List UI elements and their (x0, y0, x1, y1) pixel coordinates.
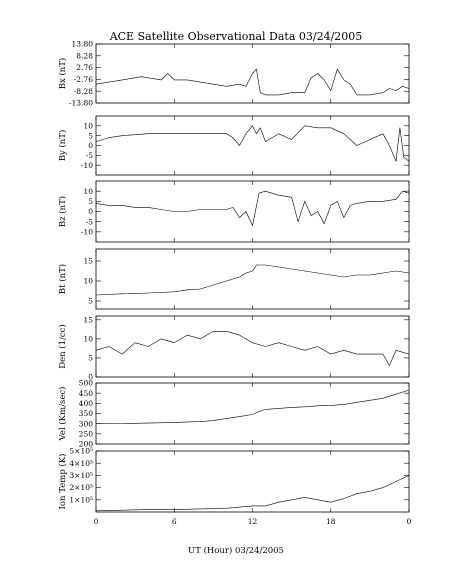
y-tick-label: 10 (83, 121, 93, 130)
x-tick-label: 0 (407, 517, 412, 526)
series-line-den (95, 330, 410, 366)
panel-frame (95, 450, 410, 513)
panel-frame (95, 248, 410, 310)
panel-den: 0 5 10 15 Den (1/cc) (57, 315, 410, 382)
y-axis-label: Ion Temp (K) (57, 454, 68, 510)
x-axis-label: UT (Hour) 03/24/2005 (188, 545, 284, 556)
y-tick-label: 350 (79, 409, 94, 418)
y-tick-label: 15 (83, 257, 93, 266)
y-tick-label: 4×10⁵ (69, 459, 93, 468)
y-tick-label: 0 (88, 141, 93, 150)
y-tick-label: 5 (88, 297, 93, 306)
y-axis-label: Bt (nT) (57, 264, 68, 294)
y-tick-label: 15 (83, 315, 93, 324)
y-axis-label: Bx (nT) (57, 58, 68, 90)
panel-bt: 5 10 15 Bt (nT) (57, 248, 410, 310)
chart-title: ACE Satellite Observational Data 03/24/2… (109, 30, 363, 43)
y-axis-label: By (nT) (57, 130, 68, 162)
y-tick-label: 300 (79, 419, 94, 428)
y-tick-label: -2.76 (74, 75, 93, 84)
y-tick-label: 450 (79, 389, 94, 398)
panel-frame (95, 315, 410, 378)
y-tick-label: -5 (86, 151, 94, 160)
panel-frame (95, 180, 410, 243)
y-tick-label: -10 (81, 227, 93, 236)
y-tick-label: 10 (83, 277, 93, 286)
y-tick-label: 10 (83, 187, 93, 196)
series-line-vel (95, 389, 410, 425)
y-tick-label: 5 (88, 354, 93, 363)
y-tick-label: 8.28 (76, 51, 93, 60)
y-tick-label: -13.80 (69, 99, 93, 108)
x-axis: 0 6 12 18 0 (94, 517, 412, 526)
x-tick-label: 18 (326, 517, 336, 526)
y-axis-label: Den (1/cc) (57, 324, 68, 368)
panel-frame (95, 115, 410, 176)
y-tick-label: 5 (88, 197, 93, 206)
x-tick-label: 12 (248, 517, 258, 526)
series-line-bx (95, 68, 410, 96)
y-tick-label: 0 (88, 207, 93, 216)
y-tick-label: -5 (86, 217, 94, 226)
y-axis-label: Vel (Km/sec) (57, 387, 68, 442)
series-line-bz (95, 190, 410, 226)
y-tick-label: 0 (88, 373, 93, 382)
x-tick-label: 0 (94, 517, 99, 526)
y-tick-label: -10 (81, 161, 93, 170)
y-tick-label: 5×10⁵ (69, 447, 93, 456)
x-tick-label: 6 (172, 517, 177, 526)
y-tick-label: 200 (79, 440, 94, 449)
y-tick-label: 3×10⁵ (69, 471, 93, 480)
series-line-temp (95, 475, 410, 512)
y-tick-label: -8.28 (74, 87, 93, 96)
y-tick-label: 10 (83, 334, 93, 343)
series-line-bt (95, 264, 410, 296)
y-tick-label: 2.76 (76, 63, 93, 72)
panel-frame (95, 382, 410, 445)
y-tick-label: 500 (79, 379, 94, 388)
y-tick-label: 5 (88, 131, 93, 140)
y-tick-label: 13.80 (72, 40, 94, 49)
y-axis-label: Bz (nT) (57, 196, 68, 227)
y-tick-label: 250 (79, 429, 94, 438)
y-tick-label: 400 (79, 399, 94, 408)
y-tick-label: 1×10⁵ (69, 495, 93, 504)
panel-bx: -13.80 -8.28 -2.76 2.76 8.28 13.80 Bx (nT) (57, 40, 410, 108)
series-line-by (95, 125, 410, 162)
y-tick-label: 2×10⁵ (69, 483, 93, 492)
